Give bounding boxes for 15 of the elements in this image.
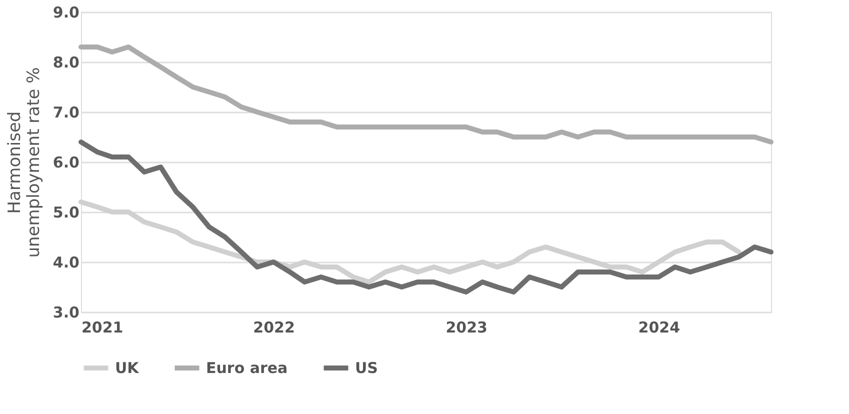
legend-label: Euro area [206,359,288,377]
y-tick-label: 6.0 [52,154,80,172]
x-tick-label: 2022 [253,318,295,336]
legend-label: US [355,359,378,377]
y-tick-label: 7.0 [52,104,80,122]
y-tick-label: 4.0 [52,254,80,272]
y-tick-label: 8.0 [52,54,80,72]
legend-label: UK [115,359,140,377]
x-tick-label: 2021 [82,318,124,336]
y-tick-label: 5.0 [52,204,80,222]
y-tick-label: 9.0 [52,4,80,22]
y-tick-label: 3.0 [52,304,80,322]
y-axis-title: Harmonised unemployment rate % [4,67,44,258]
x-tick-label: 2023 [446,318,488,336]
x-tick-label: 2024 [638,318,680,336]
